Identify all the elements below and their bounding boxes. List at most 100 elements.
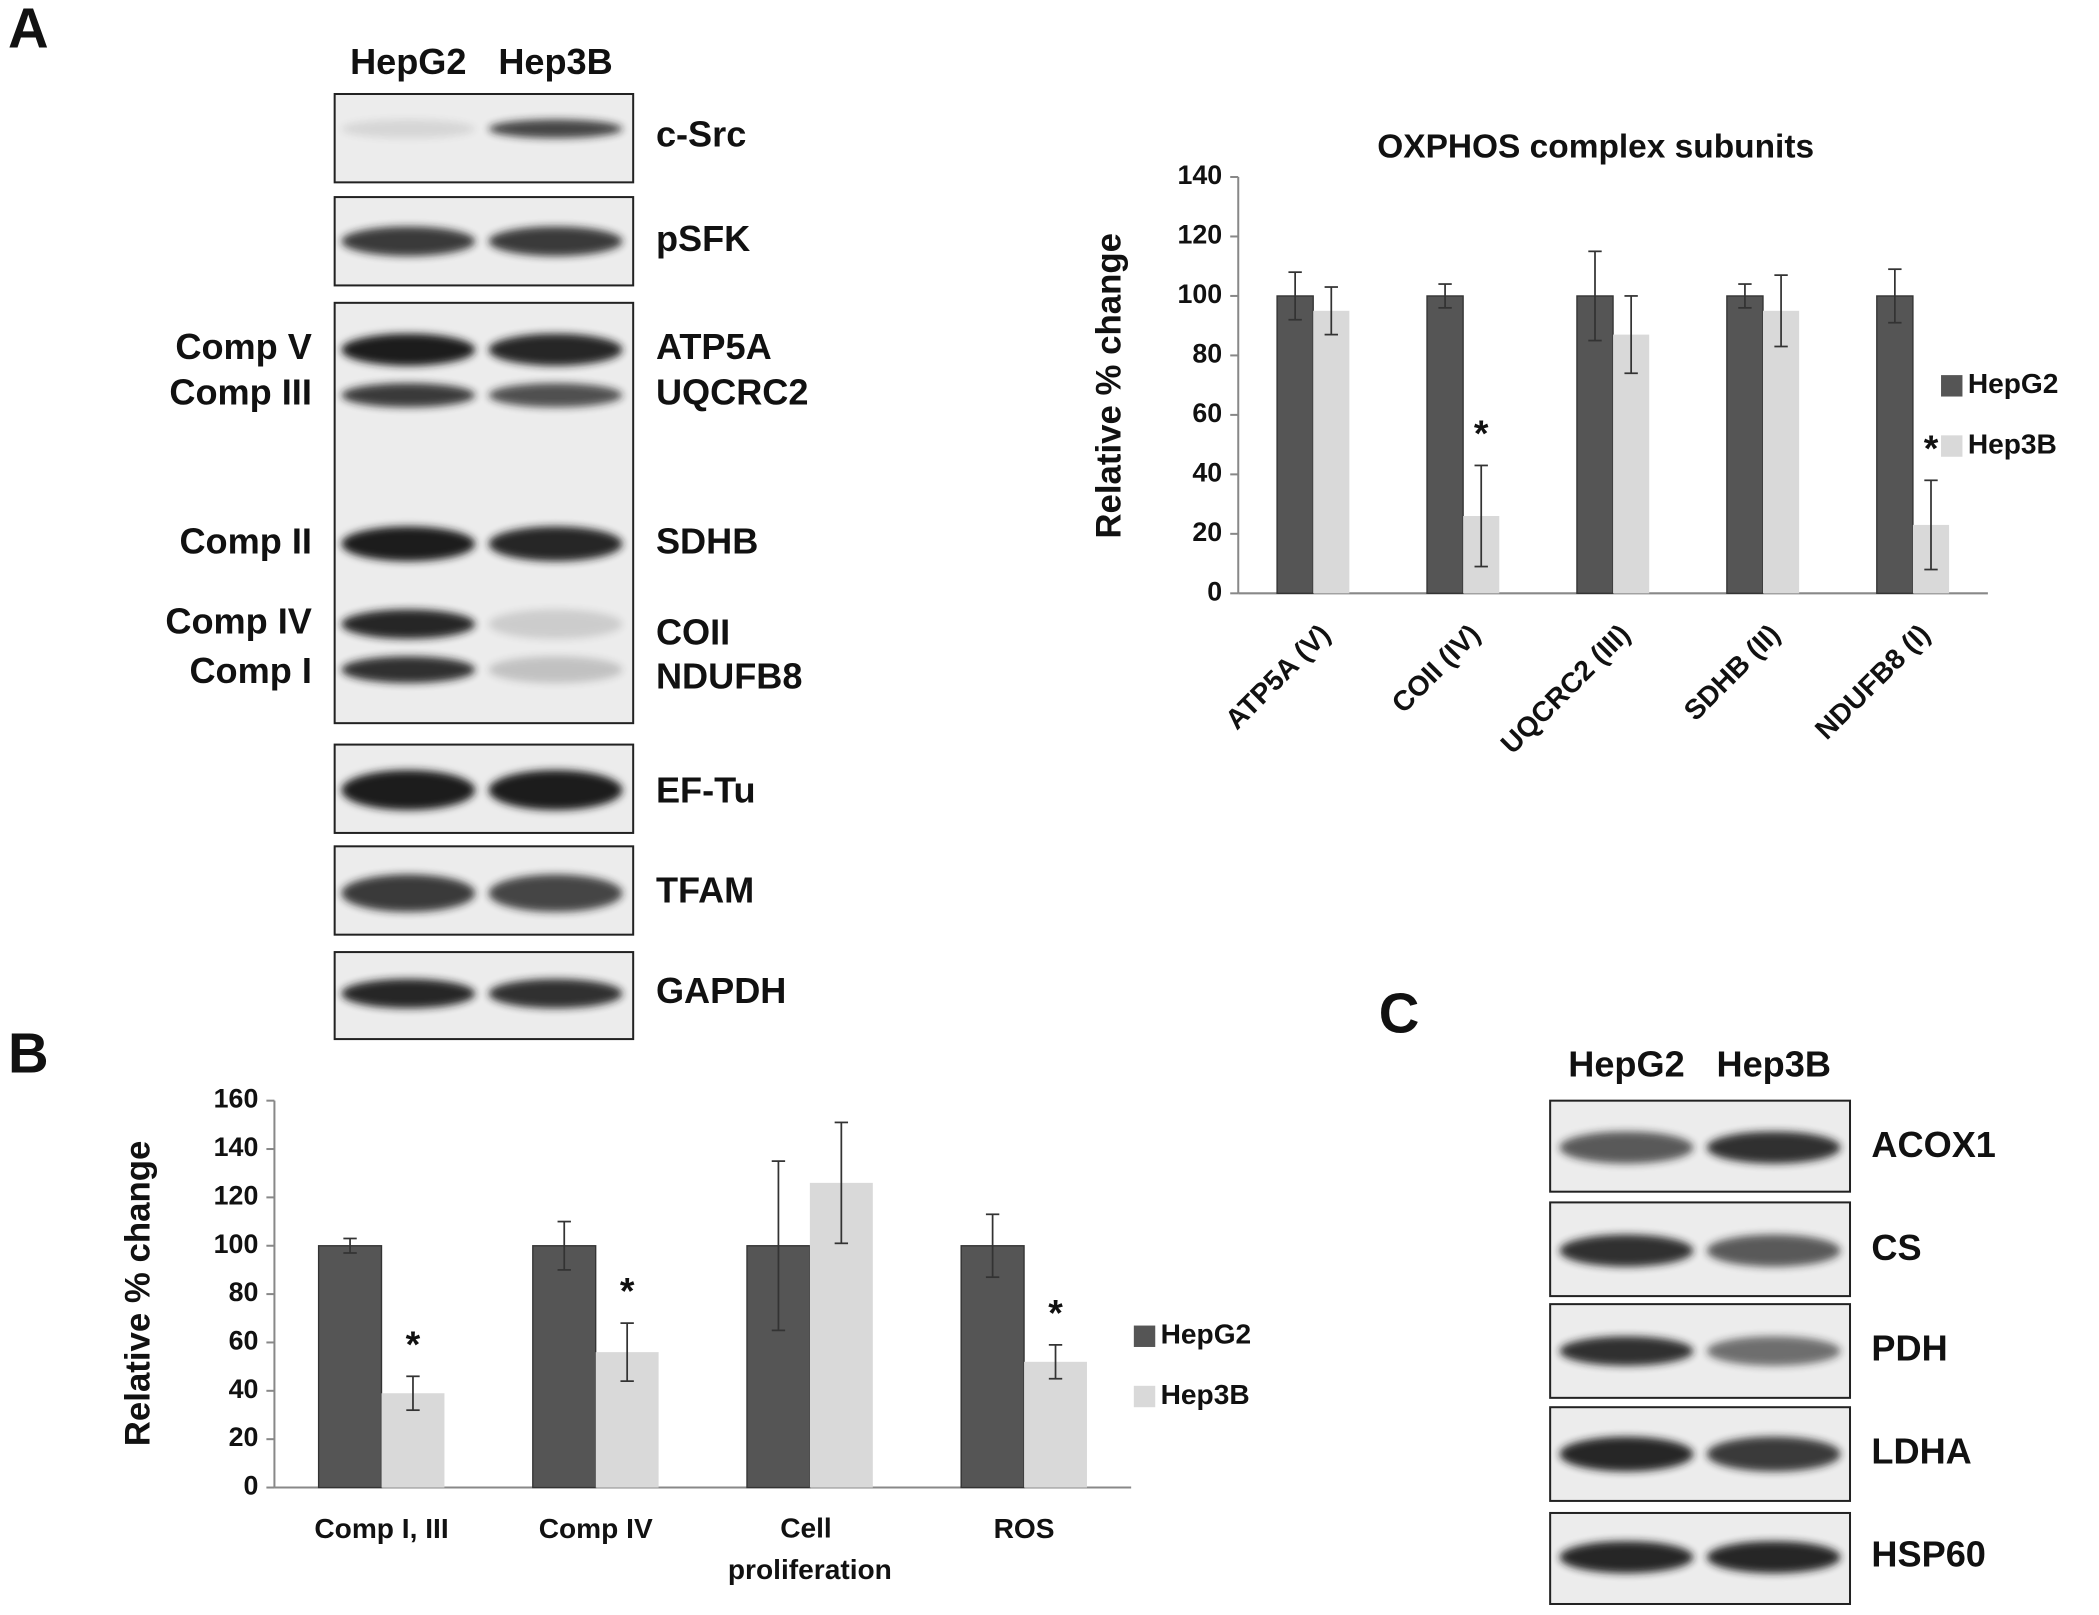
y-tick-label: 100 xyxy=(1178,279,1223,309)
x-tick-label: NDUFB8 (I) xyxy=(1809,618,1936,745)
blot-box xyxy=(333,301,635,725)
band xyxy=(488,226,623,256)
band-label: NDUFB8 xyxy=(656,656,803,697)
significance-marker: * xyxy=(1924,427,1939,469)
y-tick-label: 100 xyxy=(214,1229,259,1259)
band xyxy=(341,383,476,408)
band-label: ATP5A xyxy=(656,326,772,367)
band xyxy=(488,978,623,1009)
band xyxy=(488,333,623,366)
y-tick-label: 160 xyxy=(214,1084,259,1114)
y-tick-label: 20 xyxy=(1192,517,1222,547)
legend-swatch xyxy=(1133,1385,1156,1408)
y-tick-label: 40 xyxy=(229,1374,259,1404)
significance-marker: * xyxy=(406,1323,421,1365)
bar xyxy=(1762,310,1800,594)
band xyxy=(341,226,476,256)
x-tick-label: ATP5A (V) xyxy=(1219,618,1336,735)
x-tick-label: Cell proliferation xyxy=(728,1513,892,1585)
band xyxy=(341,609,476,639)
y-tick-label: 20 xyxy=(229,1422,259,1452)
y-tick-label: 140 xyxy=(214,1132,259,1162)
band-label: CS xyxy=(1871,1227,1921,1268)
legend-swatch xyxy=(1941,375,1963,397)
band-label: UQCRC2 xyxy=(656,372,809,413)
y-tick-label: 120 xyxy=(214,1180,259,1210)
legend-swatch xyxy=(1941,435,1963,457)
bar xyxy=(317,1245,383,1489)
band xyxy=(488,874,623,912)
band xyxy=(1559,1336,1694,1366)
band xyxy=(341,978,476,1009)
bar xyxy=(1576,295,1614,594)
band xyxy=(341,656,476,684)
bar xyxy=(1313,310,1350,594)
legend-label: HepG2 xyxy=(1161,1319,1252,1350)
y-tick-label: 0 xyxy=(243,1471,258,1501)
band xyxy=(341,526,476,562)
band-label: HSP60 xyxy=(1871,1534,1985,1575)
significance-marker: * xyxy=(1048,1291,1063,1333)
band xyxy=(488,526,623,562)
band-label: SDHB xyxy=(656,520,758,561)
blot-box xyxy=(333,92,635,184)
lane-label: HepG2 xyxy=(350,41,466,82)
bar xyxy=(1613,334,1650,594)
band-label: GAPDH xyxy=(656,970,786,1011)
complex-label: Comp II xyxy=(179,520,311,561)
y-tick-label: 40 xyxy=(1192,457,1222,487)
band xyxy=(488,383,623,408)
band-label: pSFK xyxy=(656,218,750,259)
band xyxy=(1706,1541,1841,1574)
y-tick-label: 80 xyxy=(229,1277,259,1307)
band xyxy=(1559,1436,1694,1472)
y-tick-label: 140 xyxy=(1178,160,1223,190)
band-label: LDHA xyxy=(1871,1431,1971,1472)
band-label: EF-Tu xyxy=(656,769,756,810)
significance-marker: * xyxy=(1474,412,1489,454)
y-tick-label: 120 xyxy=(1178,220,1223,250)
band xyxy=(488,656,623,684)
band xyxy=(1706,1436,1841,1472)
significance-marker: * xyxy=(620,1270,635,1312)
x-tick-label: Comp IV xyxy=(539,1513,653,1544)
x-tick-label: COII (IV) xyxy=(1386,618,1486,718)
y-tick-label: 0 xyxy=(1207,576,1222,606)
bar xyxy=(532,1245,597,1489)
lane-label: Hep3B xyxy=(498,41,612,82)
band xyxy=(341,874,476,912)
complex-label: Comp III xyxy=(169,372,312,413)
band xyxy=(1559,1541,1694,1574)
complex-label: Comp IV xyxy=(165,601,312,642)
lane-label: HepG2 xyxy=(1568,1044,1684,1085)
band xyxy=(1706,1336,1841,1366)
y-tick-label: 60 xyxy=(229,1326,259,1356)
legend-swatch xyxy=(1133,1325,1156,1347)
complex-label: Comp V xyxy=(175,326,311,367)
y-axis-label: Relative % change xyxy=(1089,233,1128,539)
band xyxy=(341,333,476,366)
legend-label: Hep3B xyxy=(1161,1379,1250,1410)
bar xyxy=(1024,1361,1087,1488)
band xyxy=(488,770,623,811)
complex-label: Comp I xyxy=(189,650,311,691)
panel-label: C xyxy=(1379,982,1420,1045)
band xyxy=(341,119,476,139)
band xyxy=(1559,1234,1694,1267)
band xyxy=(341,770,476,811)
band xyxy=(1706,1131,1841,1164)
x-tick-label: Comp I, III xyxy=(314,1513,448,1544)
band xyxy=(1559,1131,1694,1164)
band-label: TFAM xyxy=(656,870,754,911)
panel-label: B xyxy=(8,1022,49,1085)
legend-label: HepG2 xyxy=(1968,368,2059,399)
y-tick-label: 60 xyxy=(1192,398,1222,428)
y-tick-label: 80 xyxy=(1192,338,1222,368)
bar xyxy=(1276,295,1314,594)
bar xyxy=(1876,295,1914,594)
legend-label: Hep3B xyxy=(1968,428,2057,459)
band xyxy=(488,119,623,139)
bar xyxy=(960,1245,1025,1489)
